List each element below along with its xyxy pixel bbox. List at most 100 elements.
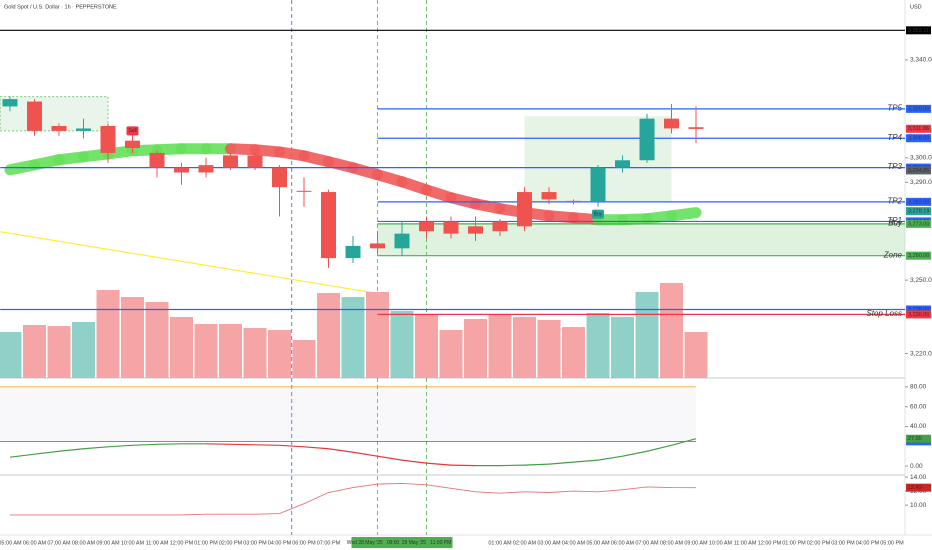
indicator-line <box>426 462 452 466</box>
indicator-line <box>83 446 109 450</box>
x-tick-label: 04:00 PM <box>268 540 292 546</box>
candle-body <box>468 226 483 234</box>
price-label-box <box>906 134 931 143</box>
x-tick-label: 06:00 PM <box>292 540 316 546</box>
signal-box <box>126 126 139 136</box>
value-label: 12.49 <box>908 485 922 491</box>
candle-body <box>296 190 312 192</box>
x-tick-label: 03:00 PM <box>831 540 855 546</box>
indicator-line <box>622 450 648 457</box>
volume-bar <box>268 330 291 378</box>
candle-body <box>615 160 630 168</box>
candle-body <box>492 221 508 232</box>
x-tick-label: 09:00 AM <box>684 540 708 546</box>
indicator-line <box>401 459 427 464</box>
x-tick-label: 09:00 AM <box>96 540 120 546</box>
band-fill <box>0 386 696 442</box>
x-tick-label: 10:00 AM <box>121 540 145 546</box>
x-tick-label: 03:00 AM <box>537 540 561 546</box>
volume-bar <box>121 297 144 378</box>
volume-bar <box>0 332 22 378</box>
volume-bar <box>145 302 169 378</box>
candle-body <box>541 192 557 200</box>
candle-body <box>517 192 532 227</box>
y-tick-label: 14.00 <box>910 474 927 481</box>
x-tick-label: 08:00 AM <box>660 540 684 546</box>
indicator-line <box>303 446 329 450</box>
candle-body <box>125 140 140 149</box>
volume-bar <box>390 311 414 378</box>
candle-body <box>345 245 361 259</box>
value-label: 27.65 <box>908 436 922 442</box>
x-tick-label: 02:00 PM <box>807 540 831 546</box>
x-tick-label: 06:00 AM <box>611 540 635 546</box>
indicator-line <box>524 463 550 466</box>
signal-label: Buy <box>594 211 603 217</box>
candle-body <box>639 118 655 161</box>
candle-body <box>27 101 42 131</box>
chart-title: Gold Spot / U.S. Dollar · 1h · PEPPERSTO… <box>4 4 117 10</box>
y-tick-label: 60.00 <box>910 403 927 410</box>
x-tick-label: 01:00 PM <box>194 540 218 546</box>
signal-label: Sell <box>128 128 136 134</box>
price-label: 3,273.00 <box>908 221 929 227</box>
volume-bar <box>243 328 267 378</box>
volume-bar <box>170 317 193 378</box>
indicator-line <box>9 453 35 458</box>
price-label-box <box>906 104 931 113</box>
currency: USD <box>910 4 922 10</box>
indicator-line <box>34 450 60 455</box>
volume-bar <box>219 324 242 378</box>
indicator-line <box>597 455 623 461</box>
volume-bar <box>562 327 585 378</box>
level-label: TP2 <box>887 196 902 205</box>
candle-body <box>590 167 606 202</box>
indicator-line <box>671 438 697 446</box>
candle-body <box>149 152 165 168</box>
x-tick-label: 11:00 AM <box>146 540 169 546</box>
volume-bar <box>537 320 561 378</box>
signal-box <box>592 209 604 219</box>
price-label: 3,282.00 <box>908 199 929 205</box>
candle-body <box>664 118 679 129</box>
volume-bar <box>586 313 610 378</box>
volume-bar <box>194 324 218 378</box>
volume-bar <box>72 322 95 378</box>
volume-bar <box>292 340 316 378</box>
indicator-line <box>548 461 574 465</box>
x-tick-label: 05:00 AM <box>586 540 610 546</box>
volume-bar <box>439 330 463 378</box>
price-label: 3,278.19 <box>908 209 929 215</box>
buy-zone <box>377 223 905 256</box>
price-label: 3,311.86 <box>908 126 929 132</box>
x-tick-label: 01:00 PM <box>782 540 806 546</box>
x-tick-label: 07:00 PM <box>317 540 341 546</box>
candle-body <box>247 155 263 168</box>
price-label-box <box>906 166 931 175</box>
indicator-line <box>573 459 599 463</box>
candle-body <box>566 200 581 202</box>
indicator-line <box>132 443 158 446</box>
y-tick-label: 10.00 <box>910 502 927 509</box>
y-tick-label: 80.00 <box>910 384 927 391</box>
candle-body <box>2 99 18 107</box>
indicator-line <box>10 482 697 516</box>
candle-body <box>198 165 214 173</box>
crosshair-label: 28 May '25 11:00 PM <box>402 540 452 546</box>
x-tick-label: 05:00 AM <box>0 540 22 546</box>
candle-body <box>321 192 336 259</box>
level-label: Zone <box>883 250 903 259</box>
volume-bar <box>23 325 46 378</box>
x-tick-label: 02:00 AM <box>513 540 537 546</box>
x-tick-label: 01:00 AM <box>488 540 512 546</box>
price-label-box <box>906 305 931 314</box>
volume-bar <box>47 326 71 378</box>
value-label-box <box>906 434 931 443</box>
candle-body <box>223 155 238 168</box>
crosshair-label: Wed 28 May '25 09:00 PM <box>347 540 408 546</box>
volume-bar <box>635 292 659 378</box>
volume-bar <box>513 317 536 378</box>
y-tick-label: 3,220.00 <box>910 350 932 357</box>
moving-average-ribbon <box>666 207 702 222</box>
